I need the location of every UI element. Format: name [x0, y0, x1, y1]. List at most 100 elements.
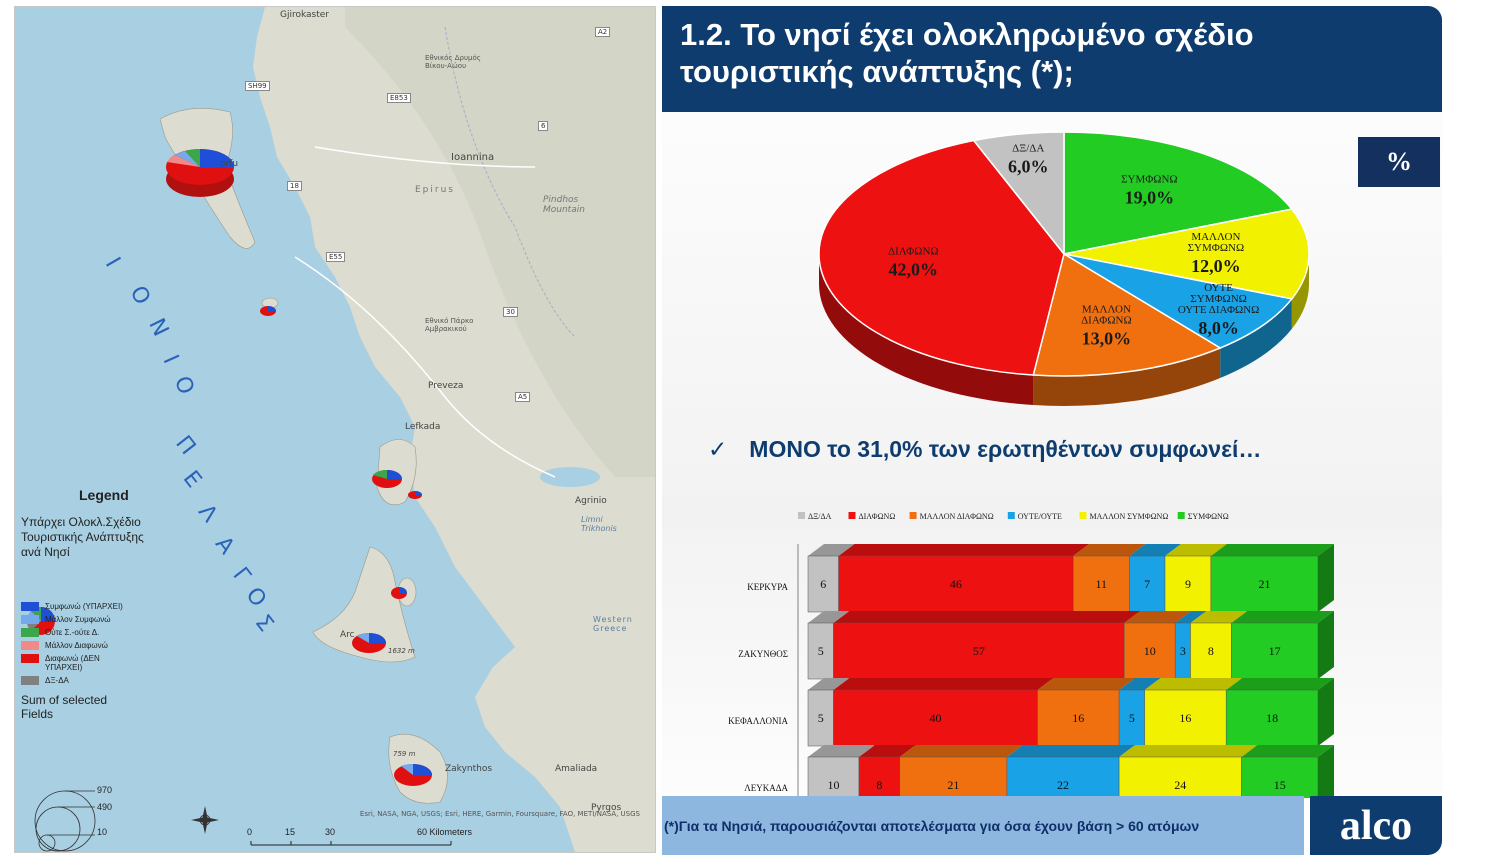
pie-slice-value: 12,0%: [1191, 256, 1241, 276]
place-pyrgos: Pyrgos: [591, 803, 622, 813]
legend-swatch: [1079, 512, 1087, 519]
pie-slice: [818, 139, 1065, 376]
bar-segment: [1037, 689, 1120, 747]
legend-item-label: Μάλλον Συμφωνώ: [45, 615, 111, 624]
bar-segment-top: [808, 745, 875, 757]
pie-slice-label: ΣΥΜΦΩΝΩ: [1121, 173, 1177, 185]
bar-value-label: 17: [1269, 644, 1281, 658]
legend-item-label: Διαφωνώ (ΔΕΝ ΥΠΑΡΧΕΙ): [45, 654, 100, 672]
pie-slice-label: ΣΥΜΦΩΝΩ: [1190, 293, 1246, 305]
pie-slice-value: 19,0%: [1125, 187, 1175, 207]
map-pie-kefalonia: [352, 633, 386, 653]
kefalonia-island: [312, 546, 416, 663]
bar-value-label: 3: [1180, 644, 1186, 658]
bar-value-label: 11: [1095, 577, 1107, 591]
road-6: 6: [538, 121, 549, 131]
map-attribution: Esri, NASA, NGA, USGS; Esri, HERE, Garmi…: [359, 810, 640, 818]
bar-value-label: 16: [1179, 711, 1191, 725]
bar-segment-top: [1006, 745, 1136, 757]
road-sh99: SH99: [245, 81, 270, 91]
legend-sum-value: 10: [97, 827, 108, 837]
bar-value-label: 8: [876, 778, 882, 792]
bar-side-face: [1318, 678, 1334, 746]
legend-title: Legend: [79, 487, 129, 503]
legend-swatch: [848, 512, 856, 519]
road-30: 30: [503, 307, 518, 317]
bar-segment: [1225, 689, 1319, 747]
place-argostoli: Arc: [340, 630, 355, 640]
bar-segment-top: [1144, 678, 1243, 690]
bar-segment-top: [808, 611, 850, 623]
bar-value-label: 5: [818, 711, 824, 725]
slide-title: 1.2. Το νησί έχει ολοκληρωμένο σχέδιο το…: [680, 17, 1254, 89]
pie-slice: [1063, 131, 1294, 255]
bar-segment-top: [1210, 544, 1334, 556]
bar-value-label: 16: [1072, 711, 1084, 725]
pie-slice-value: 13,0%: [1082, 329, 1132, 349]
bar-value-label: 18: [1266, 711, 1278, 725]
bar-value-label: 10: [828, 778, 840, 792]
pie-chart: ΣΥΜΦΩΝΩ19,0%ΜΑΛΛΟΝΣΥΜΦΩΝΩ12,0%ΟΥΤΕΣΥΜΦΩΝ…: [818, 131, 1310, 406]
bar-segment-top: [808, 544, 855, 556]
place-preveza: Preveza: [428, 381, 464, 391]
checkmark-icon: ✓: [708, 436, 728, 462]
legend-item-label: Συμφωνώ (ΥΠΑΡΧΕΙ): [45, 602, 123, 611]
place-trikhonis: Limni Trikhonis: [581, 515, 617, 533]
bar-segment: [807, 555, 839, 613]
pie-slice-side: [1220, 298, 1292, 379]
pie-slice-side: [819, 254, 1034, 406]
legend-swatch: [21, 641, 39, 650]
bar-segment-top: [838, 544, 1090, 556]
pie-slice-label: ΟΥΤΕ ΔΙΑΦΩΝΩ: [1178, 304, 1260, 316]
legend-item-label: ΔΞ-ΔΑ: [45, 676, 69, 685]
legend-item-label: Μάλλον Διαφωνώ: [45, 641, 108, 650]
bar-segment: [1123, 622, 1176, 680]
place-zakynthos: Zakynthos: [445, 764, 493, 774]
place-ioannina: Ioannina: [451, 152, 495, 163]
place-western-greece: Western Greece: [593, 615, 633, 633]
legend-item: Μάλλον Διαφωνώ: [21, 641, 151, 650]
place-vikos-park: Εθνικός Δρυμός Βίκου-Αώου: [425, 54, 481, 70]
bar-side-face: [1318, 611, 1334, 679]
bar-value-label: 46: [950, 577, 962, 591]
bar-segment-top: [1037, 678, 1136, 690]
scale-label: 15: [285, 827, 296, 837]
bar-segment-top: [899, 745, 1023, 757]
bar-value-label: 15: [1274, 778, 1286, 792]
bar-value-label: 5: [1129, 711, 1135, 725]
pie-slice-label: ΜΑΛΛΟΝ: [1082, 304, 1131, 316]
bar-segment-top: [1175, 611, 1207, 623]
bar-value-label: 5: [818, 644, 824, 658]
legend-swatch: [21, 602, 39, 611]
legend-label: ΟΥΤΕ/ΟΥΤΕ: [1018, 512, 1062, 521]
bar-value-label: 57: [973, 644, 985, 658]
map-legend: Legend Υπάρχει Ολοκλ.Σχέδιο Τουριστικής …: [21, 487, 151, 721]
pie-slice-label: ΔΞ/ΔΑ: [1012, 143, 1044, 155]
bar-value-label: 8: [1208, 644, 1214, 658]
legend-item: ΔΞ-ΔΑ: [21, 676, 151, 685]
title-bar: 1.2. Το νησί έχει ολοκληρωμένο σχέδιο το…: [662, 6, 1442, 112]
footnote-text: (*)Για τα Νησιά, παρουσιάζονται αποτελέσ…: [664, 818, 1200, 834]
elevation-kefalonia: 1632 m: [388, 647, 415, 655]
bar-value-label: 22: [1057, 778, 1069, 792]
stacked-bar-chart: ΔΞ/ΔΑ ΔΙΑΦΩΝΩ ΜΑΛΛΟΝ ΔΙΑΦΩΝΩ ΟΥΤΕ/ΟΥΤΕ ΜΑΛΛΟ…: [728, 512, 1334, 798]
bar-segment-top: [1226, 678, 1334, 690]
legend-item: Διαφωνώ (ΔΕΝ ΥΠΑΡΧΕΙ): [21, 654, 151, 672]
bar-segment-top: [808, 678, 850, 690]
pie-slice: [972, 131, 1065, 257]
legend-label: ΔΞ/ΔΑ: [808, 512, 832, 521]
bar-side-face: [1318, 544, 1334, 612]
map-panel: Gjirokaster Ioannina Epirus Pindhos Moun…: [14, 6, 656, 853]
legend-label: ΣΥΜΦΩΝΩ: [1188, 512, 1229, 521]
bar-side-face: [1318, 745, 1334, 798]
place-epirus: Epirus: [415, 185, 455, 195]
pie-slice-value: 6,0%: [1008, 157, 1049, 177]
legend-swatch: [21, 654, 39, 663]
bar-segment: [807, 689, 834, 747]
pie-slice: [1063, 253, 1294, 349]
place-corfu: orfu: [220, 159, 239, 169]
legend-sum-label: Sum of selected Fields: [21, 693, 108, 721]
bar-value-label: 21: [1258, 577, 1270, 591]
pie-slice-label: ΜΑΛΛΟΝ: [1191, 231, 1240, 243]
place-amvrakikos-park: Εθνικό Πάρκο Αμβρακικού: [425, 317, 474, 333]
